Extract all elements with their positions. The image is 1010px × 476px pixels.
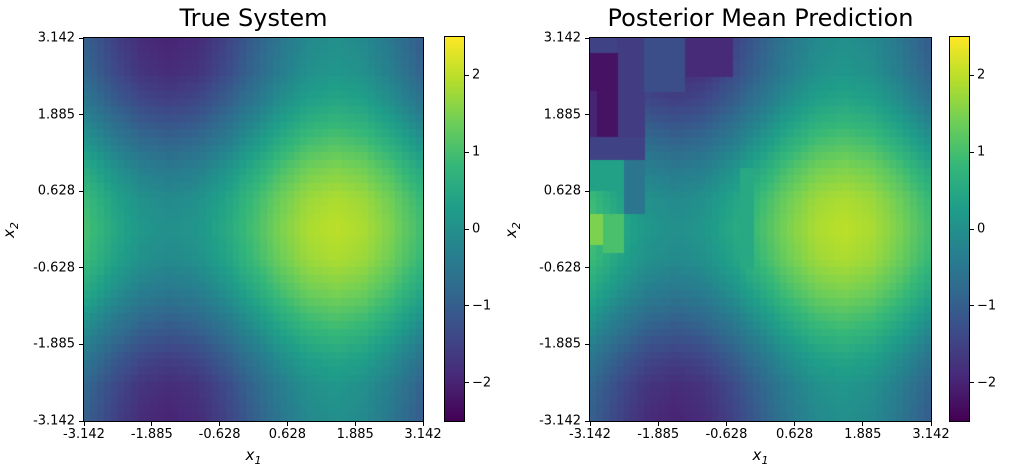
y-tick-mark: [79, 114, 83, 116]
colorbar-tick-mark: [465, 74, 469, 76]
x-tick-label: -3.142: [569, 427, 611, 442]
y-tick-label: 1.885: [543, 107, 581, 123]
colorbar-tick-mark: [970, 382, 974, 384]
colorbar-tick-label: −1: [977, 298, 997, 314]
colorbar-tick-label: −2: [472, 375, 492, 391]
panel-title-posterior-mean: Posterior Mean Prediction: [607, 4, 914, 32]
x-axis-label-base: x: [752, 446, 762, 464]
x-tick-mark: [354, 422, 356, 426]
x-axis-label-true-system: x1: [84, 447, 423, 469]
y-tick-mark: [585, 267, 589, 269]
x-tick-label: -0.628: [705, 427, 748, 442]
posterior-mean-heatmap: [590, 38, 931, 421]
x-tick-label: -3.142: [63, 427, 105, 442]
x-tick-label: -1.885: [130, 427, 173, 442]
y-tick-label: -1.885: [33, 336, 75, 352]
colorbar-tick-mark: [465, 228, 469, 230]
x-tick-mark: [589, 422, 591, 426]
posterior-mean-colorbar-frame: [949, 36, 970, 422]
colorbar-tick-label: 1: [977, 144, 986, 160]
y-tick-label: 0.628: [543, 183, 581, 199]
x-axis-label-sub: 1: [761, 454, 769, 467]
x-tick-label: 3.142: [912, 427, 950, 442]
colorbar-tick-label: 0: [472, 221, 481, 237]
y-tick-label: -1.885: [539, 336, 581, 352]
x-tick-mark: [151, 422, 153, 426]
y-tick-mark: [79, 37, 83, 39]
y-axis-label-sub: 2: [8, 222, 21, 230]
x-tick-label: 1.885: [844, 427, 882, 442]
colorbar-tick-label: 0: [977, 221, 986, 237]
y-axis-label-true-system: x2: [0, 210, 21, 250]
y-tick-label: 3.142: [543, 30, 581, 46]
x-tick-label: 0.628: [775, 427, 814, 442]
x-tick-mark: [930, 422, 932, 426]
x-tick-label: 3.142: [404, 427, 442, 442]
y-tick-mark: [79, 420, 83, 422]
x-axis-label-base: x: [245, 446, 255, 464]
x-tick-mark: [862, 422, 864, 426]
x-tick-label: 0.628: [268, 427, 306, 442]
posterior-mean-colorbar: [950, 37, 969, 421]
colorbar-tick-label: 2: [472, 67, 481, 83]
y-tick-mark: [585, 420, 589, 422]
y-tick-mark: [585, 37, 589, 39]
colorbar-tick-label: −2: [977, 375, 997, 391]
colorbar-tick-label: 2: [977, 67, 986, 83]
colorbar-tick-mark: [970, 228, 974, 230]
colorbar-tick-mark: [465, 151, 469, 153]
colorbar-tick-mark: [970, 74, 974, 76]
y-tick-mark: [585, 343, 589, 345]
x-tick-mark: [794, 422, 796, 426]
colorbar-tick-mark: [970, 305, 974, 307]
y-axis-label-base: x: [502, 229, 520, 238]
colorbar-tick-label: −1: [472, 298, 492, 314]
colorbar-tick-label: 1: [472, 144, 481, 160]
y-tick-mark: [585, 190, 589, 192]
x-tick-mark: [657, 422, 659, 426]
x-tick-mark: [83, 422, 85, 426]
y-tick-mark: [79, 190, 83, 192]
posterior-mean-plot-frame: [589, 37, 932, 422]
x-tick-label: 1.885: [336, 427, 374, 442]
y-tick-mark: [79, 343, 83, 345]
true-system-colorbar: [445, 37, 464, 421]
x-tick-label: -0.628: [198, 427, 241, 442]
true-system-plot-frame: [83, 37, 424, 422]
colorbar-tick-mark: [970, 151, 974, 153]
panel-title-true-system: True System: [179, 4, 328, 32]
y-axis-label-sub: 2: [510, 222, 523, 230]
x-tick-mark: [286, 422, 288, 426]
y-tick-label: 3.142: [37, 30, 75, 46]
x-axis-label-sub: 1: [254, 454, 262, 467]
x-tick-label: -1.885: [637, 427, 680, 442]
x-axis-label-posterior-mean: x1: [590, 447, 931, 469]
y-axis-label-base: x: [0, 229, 18, 238]
x-tick-mark: [422, 422, 424, 426]
y-tick-label: -0.628: [539, 260, 581, 276]
y-tick-mark: [585, 114, 589, 116]
y-tick-label: -3.142: [539, 413, 581, 429]
true-system-heatmap: [84, 38, 423, 421]
x-tick-mark: [219, 422, 221, 426]
y-tick-label: -3.142: [33, 413, 75, 429]
y-tick-label: 0.628: [37, 183, 75, 199]
colorbar-tick-mark: [465, 382, 469, 384]
y-tick-label: 1.885: [37, 107, 75, 123]
y-tick-mark: [79, 267, 83, 269]
y-tick-label: -0.628: [33, 260, 75, 276]
y-axis-label-posterior-mean: x2: [502, 210, 523, 250]
x-tick-mark: [725, 422, 727, 426]
true-system-colorbar-frame: [444, 36, 465, 422]
colorbar-tick-mark: [465, 305, 469, 307]
